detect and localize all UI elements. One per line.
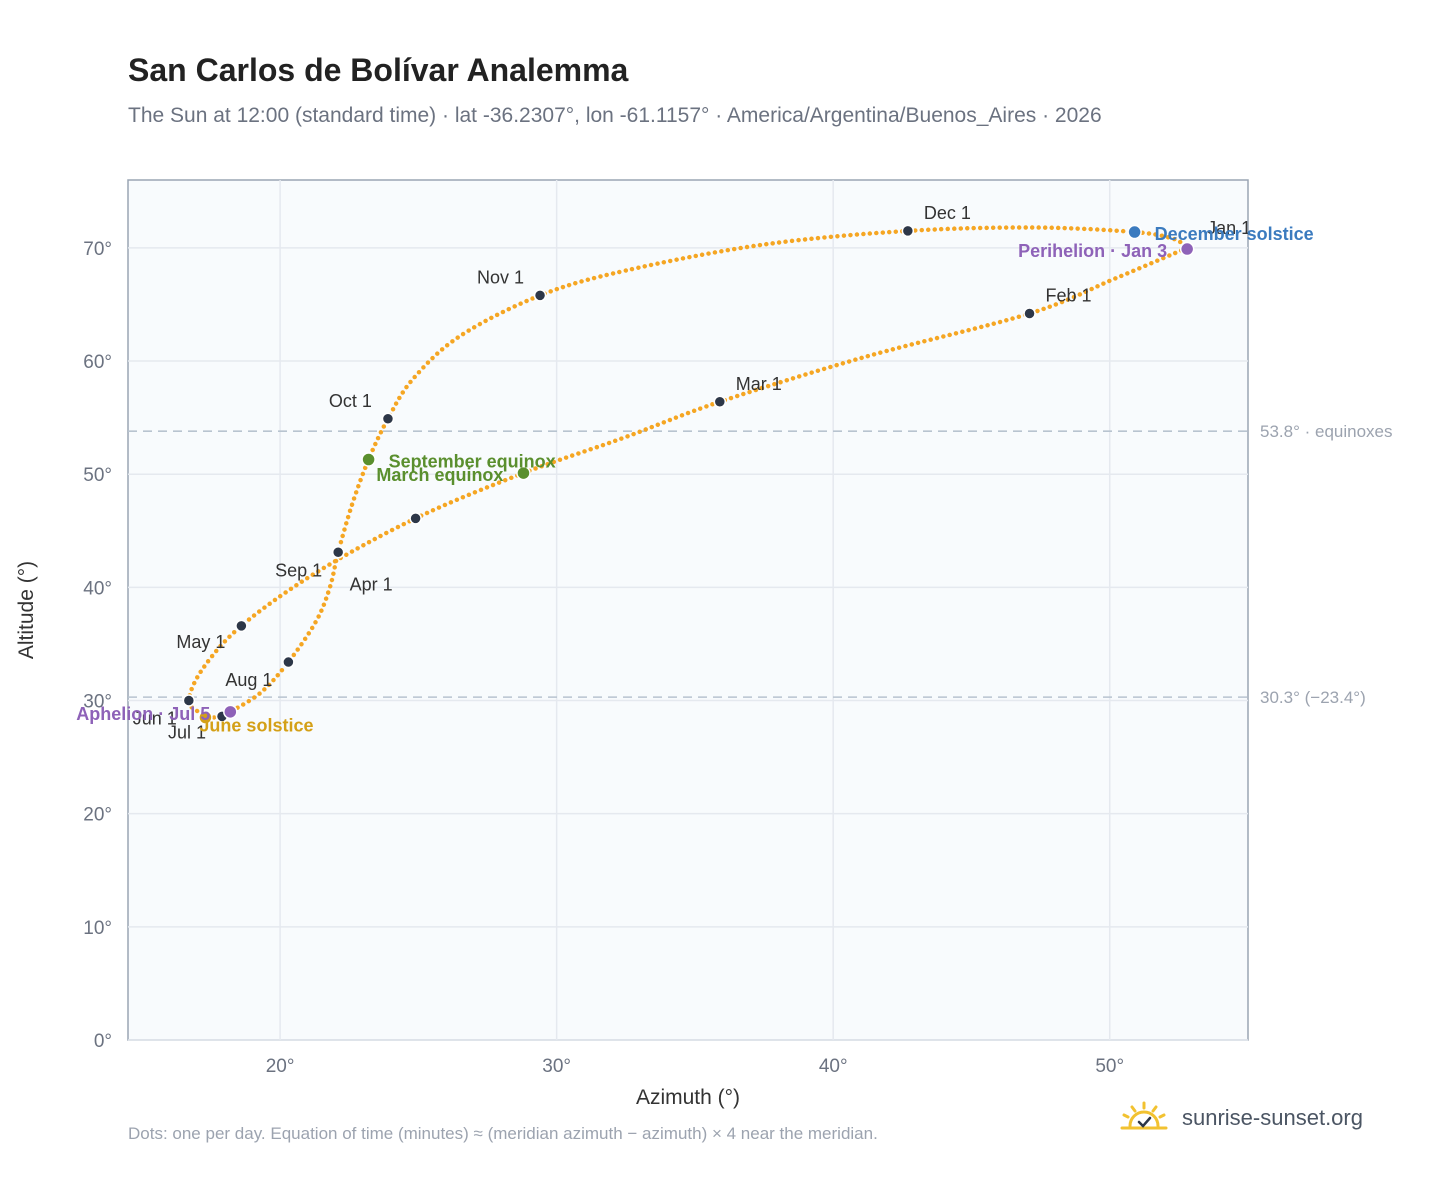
y-tick-label: 70° xyxy=(83,239,112,260)
month-marker xyxy=(235,619,248,633)
month-marker-label: Nov 1 xyxy=(477,267,524,287)
footnote: Dots: one per day. Equation of time (min… xyxy=(128,1124,878,1143)
month-marker xyxy=(381,412,395,426)
chart-title: San Carlos de Bolívar Analemma xyxy=(128,52,629,88)
month-marker-label: Apr 1 xyxy=(350,574,393,594)
month-marker xyxy=(409,512,422,525)
month-marker xyxy=(282,655,295,669)
event-marker xyxy=(198,710,213,725)
event-marker xyxy=(223,704,238,720)
x-tick-label: 30° xyxy=(542,1056,571,1077)
brand[interactable]: sunrise-sunset.org xyxy=(1118,1100,1363,1136)
y-tick-label: 50° xyxy=(83,465,112,486)
month-marker-label: Feb 1 xyxy=(1046,286,1092,306)
y-tick-label: 30° xyxy=(83,692,112,713)
event-label: June solstice xyxy=(199,716,313,736)
y-tick-label: 20° xyxy=(83,805,112,826)
x-axis-label: Azimuth (°) xyxy=(636,1086,740,1109)
x-tick-label: 40° xyxy=(819,1056,848,1077)
event-label: September equinox xyxy=(389,452,556,472)
y-tick-label: 0° xyxy=(94,1031,112,1052)
month-marker-label: Dec 1 xyxy=(924,203,971,223)
month-marker xyxy=(713,395,727,409)
month-marker-label: Jul 1 xyxy=(168,722,206,742)
y-tick-label: 40° xyxy=(83,578,112,599)
x-tick-label: 50° xyxy=(1095,1056,1124,1077)
month-marker-label: Oct 1 xyxy=(329,391,372,411)
month-marker xyxy=(1023,307,1036,320)
axis-ticks: 20° 30° 40° 50° 0° 10° 20° 30° 40° 50° 60° 70° xyxy=(83,239,1124,1077)
analemma-path xyxy=(186,225,1190,720)
event-marker xyxy=(516,465,531,481)
reference-line-label: 53.8° · equinoxes xyxy=(1260,422,1393,441)
month-marker-label: Aug 1 xyxy=(225,670,272,690)
event-label: Aphelion · Jul 5 xyxy=(76,704,210,724)
y-axis-label: Altitude (°) xyxy=(15,561,38,659)
month-marker-label: Jun 1 xyxy=(133,709,177,729)
grid-lines xyxy=(128,180,1248,1041)
event-marker xyxy=(1127,224,1142,240)
analemma-daily-dots xyxy=(186,225,1190,720)
month-marker-label: Jan 1 xyxy=(1207,218,1251,238)
month-marker-label: Mar 1 xyxy=(736,374,782,394)
event-label: March equinox xyxy=(376,465,503,485)
reference-line-label: 30.3° (−23.4°) xyxy=(1260,688,1366,707)
event-label: December solstice xyxy=(1155,224,1314,244)
y-tick-label: 60° xyxy=(83,352,112,373)
chart-subtitle: The Sun at 12:00 (standard time) · lat -… xyxy=(128,104,1102,127)
event-marker xyxy=(1179,241,1195,257)
plot-area xyxy=(127,179,1249,1041)
month-marker-label: May 1 xyxy=(176,632,225,652)
month-marker xyxy=(182,694,196,707)
month-marker xyxy=(533,289,547,302)
month-marker xyxy=(331,546,345,559)
brand-name: sunrise-sunset.org xyxy=(1182,1105,1363,1130)
x-tick-label: 20° xyxy=(266,1056,295,1077)
month-marker-label: Sep 1 xyxy=(275,560,322,580)
month-marker xyxy=(901,224,915,238)
event-marker xyxy=(361,452,376,467)
reference-lines: 53.8° · equinoxes 30.3° (−23.4°) xyxy=(128,422,1393,707)
sun-logo-icon xyxy=(1120,1101,1168,1130)
y-tick-label: 10° xyxy=(83,918,112,939)
event-label: Perihelion · Jan 3 xyxy=(1018,241,1167,261)
